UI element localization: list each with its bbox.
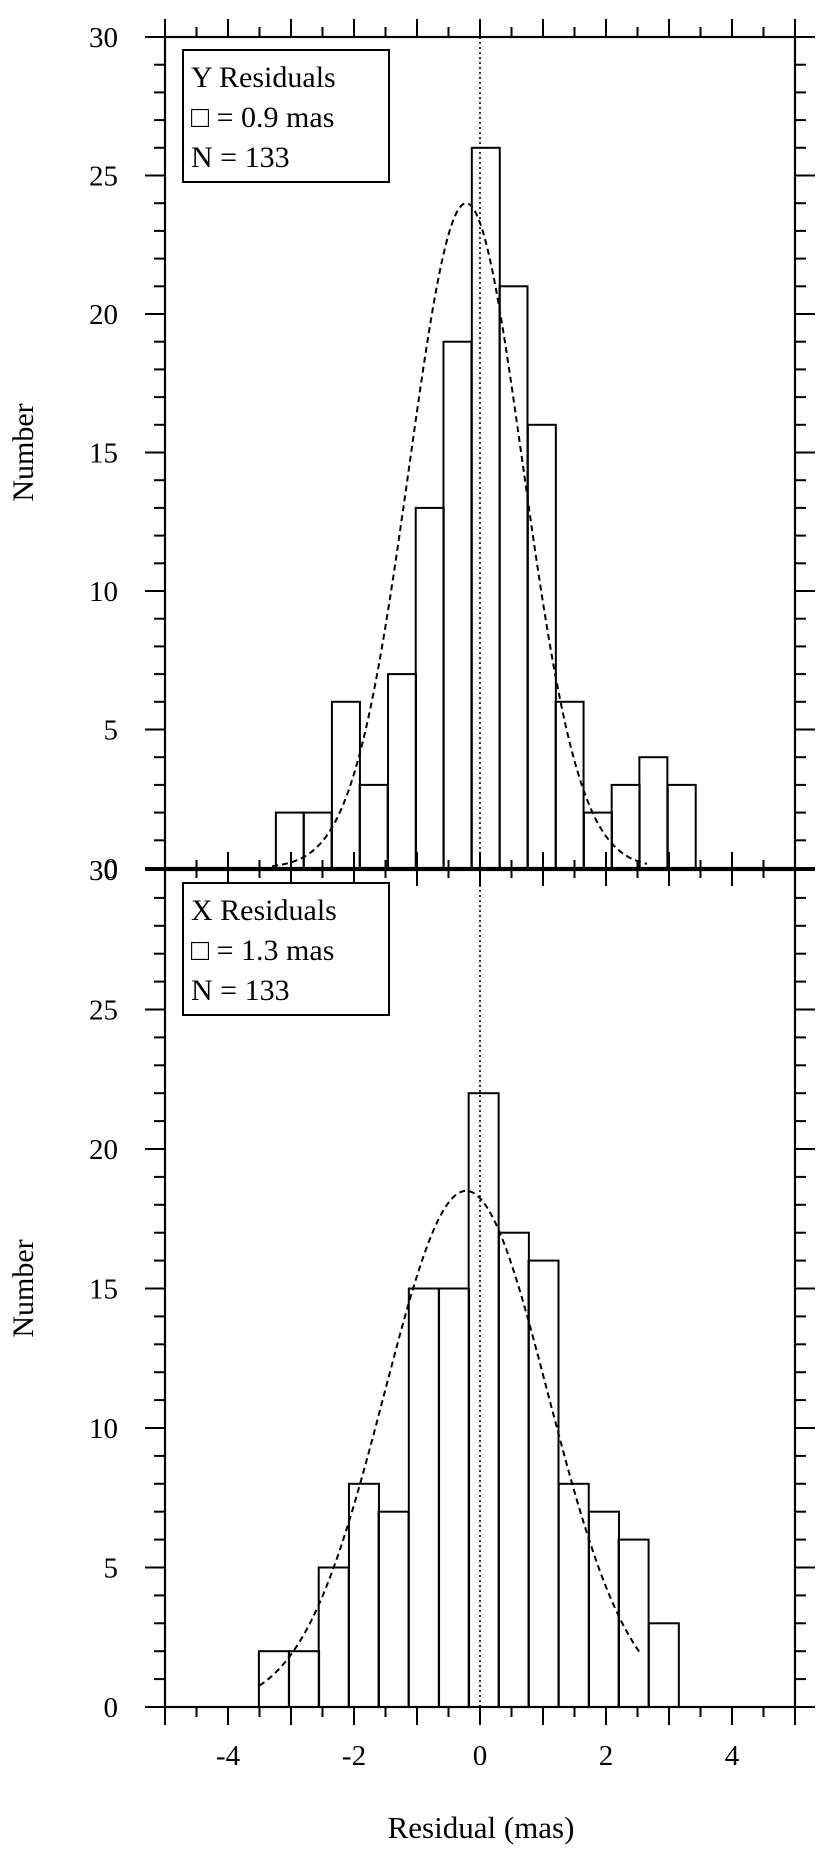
panel-y-legend-line: Y Residuals	[191, 61, 336, 94]
panel-x-legend-box	[182, 882, 390, 1016]
panel-x-x-axis-title: Residual (mas)	[388, 1810, 575, 1845]
panel-x-x-tick-label: 4	[725, 1740, 740, 1772]
panel-y-legend-line: N = 133	[191, 141, 290, 174]
panel-x-x-tick-label: 2	[599, 1740, 614, 1772]
panel-x-y-tick-label: 25	[89, 995, 118, 1027]
panel-y-y-tick-label: 25	[89, 161, 118, 193]
panel-x-bar	[497, 1231, 530, 1708]
panel-x-y-tick-label: 5	[104, 1553, 119, 1585]
panel-y-bar	[638, 756, 669, 870]
panel-x-x-tick-label: -4	[216, 1740, 241, 1772]
panel-y-gaussian-fit	[271, 202, 648, 868]
panel-y-bar	[387, 673, 417, 869]
panel-x-legend-line: N = 133	[191, 974, 290, 1007]
panel-y-bar	[666, 783, 697, 870]
panel-y-bar	[302, 811, 333, 869]
panel-x-bar	[288, 1650, 321, 1708]
panel-y-legend-line: □ = 0.9 mas	[191, 101, 334, 134]
panel-y-bar	[526, 423, 557, 869]
panel-x-bar	[438, 1287, 471, 1708]
panel-y-bar	[610, 783, 641, 870]
panel-y-y-tick-label: 0	[104, 853, 119, 885]
panel-y-y-tick-label: 5	[104, 715, 119, 747]
panel-y-y-tick-label: 10	[89, 576, 118, 608]
panel-y-y-axis-title: Number	[7, 403, 40, 501]
panel-x-x-tick-label: -2	[342, 1740, 366, 1772]
panel-y-bar	[442, 340, 473, 869]
panel-x-y-tick-label: 15	[89, 1274, 118, 1306]
panel-x-bar	[587, 1510, 620, 1708]
panel-y-bar	[274, 811, 305, 869]
panel-x-bar	[317, 1566, 350, 1708]
panel-x-legend-line: X Residuals	[191, 894, 337, 927]
panel-y-bar	[414, 506, 445, 869]
panel-y-bar	[582, 811, 613, 869]
panel-y-bar	[554, 700, 585, 869]
panel-x-bar	[377, 1510, 410, 1708]
panel-x-y-tick-label: 0	[104, 1692, 119, 1724]
panel-y-bar	[498, 285, 529, 869]
panel-x-x-tick-label: 0	[473, 1740, 488, 1772]
panel-x-bar	[407, 1287, 440, 1708]
panel-x-y-tick-label: 30	[89, 855, 118, 887]
panel-x-gaussian-fit	[258, 1189, 642, 1687]
panel-y-y-tick-label: 30	[89, 22, 118, 54]
panel-x-bar	[557, 1482, 590, 1709]
panel-y-bar	[330, 700, 361, 869]
panel-y-y-tick-label: 15	[89, 438, 118, 470]
panel-x-bar	[647, 1622, 680, 1709]
panel-y-legend-box	[182, 49, 390, 183]
panel-x-bar	[527, 1259, 560, 1708]
panel-y-bar	[470, 146, 501, 870]
panel-x-y-tick-label: 20	[89, 1134, 118, 1166]
panel-x-bar	[467, 1092, 500, 1708]
panel-y-bar	[358, 783, 389, 870]
panel-y-y-tick-label: 20	[89, 299, 118, 331]
panel-x-bar	[347, 1482, 380, 1709]
panel-x-y-tick-label: 10	[89, 1413, 118, 1445]
panel-x-legend-line: □ = 1.3 mas	[191, 934, 334, 967]
panel-x-bar	[257, 1650, 290, 1708]
panel-x-y-axis-title: Number	[7, 1239, 40, 1337]
